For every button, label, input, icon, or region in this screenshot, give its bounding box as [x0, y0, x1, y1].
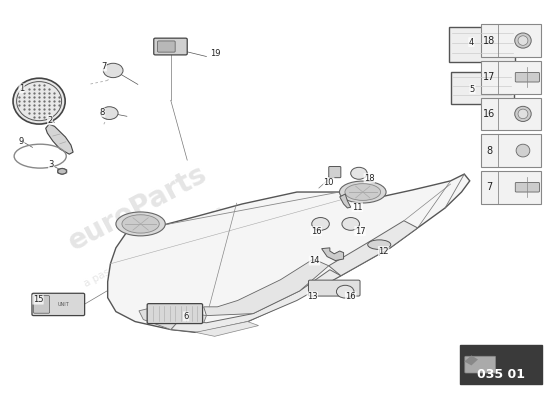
- Text: 16: 16: [483, 109, 496, 119]
- Text: 035 01: 035 01: [477, 368, 525, 381]
- FancyBboxPatch shape: [329, 166, 341, 178]
- Text: 19: 19: [211, 49, 221, 58]
- Polygon shape: [46, 124, 73, 154]
- Text: UNIT: UNIT: [58, 302, 70, 307]
- FancyBboxPatch shape: [465, 356, 496, 373]
- Text: a passion for parts since 2002: a passion for parts since 2002: [82, 206, 226, 289]
- Text: 12: 12: [378, 246, 389, 256]
- Ellipse shape: [345, 184, 381, 200]
- Circle shape: [103, 63, 123, 78]
- Polygon shape: [329, 221, 417, 276]
- Text: 15: 15: [33, 295, 43, 304]
- Polygon shape: [195, 322, 258, 336]
- FancyBboxPatch shape: [32, 293, 85, 316]
- Text: 18: 18: [483, 36, 496, 46]
- Text: 9: 9: [19, 136, 24, 146]
- Text: 7: 7: [486, 182, 493, 192]
- FancyBboxPatch shape: [154, 38, 187, 55]
- Text: 7: 7: [101, 62, 107, 71]
- Text: 10: 10: [323, 178, 334, 186]
- Ellipse shape: [368, 240, 390, 250]
- FancyBboxPatch shape: [481, 61, 541, 94]
- Text: 4: 4: [469, 38, 474, 47]
- Ellipse shape: [122, 215, 160, 233]
- Circle shape: [312, 218, 329, 230]
- Text: 13: 13: [307, 292, 317, 301]
- FancyBboxPatch shape: [449, 27, 515, 62]
- Polygon shape: [204, 259, 329, 316]
- FancyBboxPatch shape: [460, 345, 542, 384]
- FancyBboxPatch shape: [481, 98, 541, 130]
- Ellipse shape: [339, 181, 386, 203]
- Circle shape: [101, 107, 118, 120]
- Text: 16: 16: [345, 292, 356, 301]
- Text: 11: 11: [352, 203, 362, 212]
- Text: 8: 8: [486, 146, 493, 156]
- Circle shape: [337, 285, 354, 298]
- Ellipse shape: [518, 109, 528, 119]
- Ellipse shape: [515, 106, 531, 122]
- Text: euroParts: euroParts: [64, 160, 212, 256]
- Text: 17: 17: [483, 72, 496, 82]
- Ellipse shape: [13, 78, 65, 124]
- Text: 2: 2: [47, 116, 53, 125]
- Text: 17: 17: [355, 226, 365, 236]
- Ellipse shape: [518, 36, 528, 45]
- FancyBboxPatch shape: [158, 41, 175, 52]
- FancyBboxPatch shape: [34, 296, 50, 313]
- Ellipse shape: [516, 144, 530, 157]
- Circle shape: [351, 167, 367, 179]
- Text: 1: 1: [19, 84, 24, 93]
- Text: 14: 14: [309, 256, 320, 265]
- Text: 8: 8: [100, 108, 105, 117]
- Polygon shape: [322, 248, 344, 260]
- Polygon shape: [108, 174, 470, 332]
- FancyBboxPatch shape: [515, 182, 540, 192]
- Polygon shape: [464, 356, 478, 366]
- Text: 3: 3: [48, 160, 54, 170]
- Polygon shape: [139, 308, 206, 330]
- Polygon shape: [340, 194, 351, 208]
- Text: 5: 5: [470, 85, 475, 94]
- FancyBboxPatch shape: [481, 171, 541, 204]
- Polygon shape: [170, 270, 341, 332]
- Ellipse shape: [58, 168, 67, 174]
- Ellipse shape: [515, 33, 531, 48]
- FancyBboxPatch shape: [481, 24, 541, 57]
- Text: 16: 16: [311, 226, 321, 236]
- FancyBboxPatch shape: [481, 134, 541, 167]
- FancyBboxPatch shape: [515, 72, 540, 82]
- Circle shape: [342, 218, 360, 230]
- FancyBboxPatch shape: [450, 72, 514, 104]
- FancyBboxPatch shape: [147, 304, 202, 324]
- Ellipse shape: [116, 212, 166, 236]
- Text: 6: 6: [184, 312, 189, 321]
- Text: 18: 18: [364, 174, 375, 182]
- FancyBboxPatch shape: [309, 280, 360, 296]
